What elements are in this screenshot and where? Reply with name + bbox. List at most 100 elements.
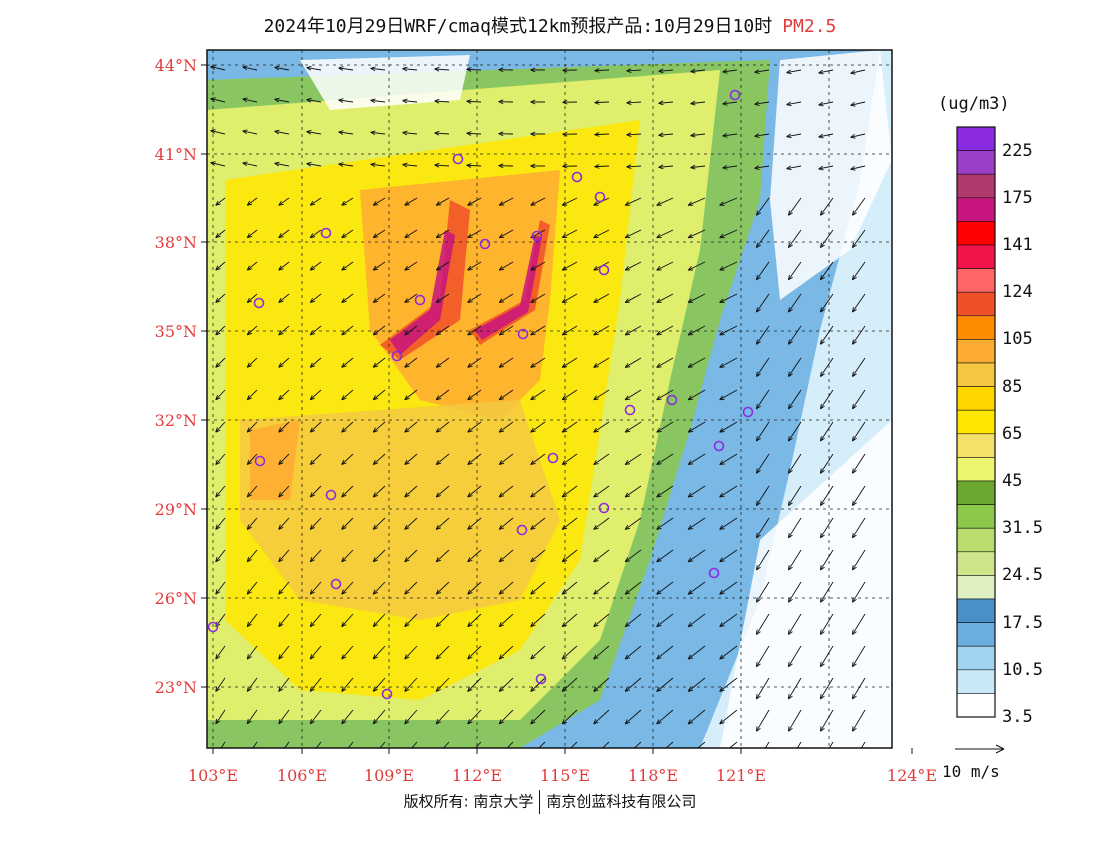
wind-vector	[819, 261, 834, 281]
wind-vector	[851, 325, 866, 345]
wind-vector	[656, 389, 674, 401]
wind-vector	[538, 741, 546, 748]
wind-vector	[404, 293, 418, 303]
wind-vector	[530, 613, 546, 628]
colorbar-swatch	[956, 362, 996, 387]
wind-vector	[687, 229, 706, 239]
wind-vector	[796, 741, 802, 748]
wind-vector	[656, 677, 674, 692]
wind-vector	[818, 69, 834, 75]
wind-vector	[498, 709, 514, 725]
wind-vector	[755, 389, 770, 410]
wind-vector	[246, 293, 258, 303]
wind-vector	[593, 549, 610, 563]
wind-vector	[435, 453, 450, 466]
wind-vector	[656, 485, 674, 498]
wind-vector	[594, 132, 610, 137]
wind-vector	[215, 453, 226, 466]
lon-label: 112°E	[452, 766, 502, 785]
lon-label: 103°E	[188, 766, 238, 785]
wind-vector	[404, 581, 418, 595]
city-marker	[708, 567, 720, 579]
wind-vector	[819, 357, 834, 377]
wind-vector	[215, 389, 226, 401]
colorbar-swatch	[956, 386, 996, 411]
wind-vector	[530, 131, 546, 137]
wind-vector	[466, 131, 482, 136]
wind-vector	[372, 677, 386, 692]
wind-vector	[624, 613, 642, 628]
wind-vector	[561, 357, 578, 368]
lat-label: 32°N	[155, 411, 197, 430]
wind-vector	[435, 261, 450, 271]
wind-vector	[215, 645, 226, 660]
wind-vector	[341, 293, 354, 303]
wind-vector	[435, 517, 450, 530]
wind-vector	[687, 709, 706, 725]
wind-vector	[687, 613, 706, 628]
lat-label: 23°N	[155, 678, 197, 697]
wind-vector	[656, 453, 674, 466]
wind-vector	[828, 741, 834, 748]
wind-vector	[467, 485, 482, 498]
wind-vector	[787, 325, 802, 345]
wind-vector	[215, 357, 226, 368]
wind-vector	[690, 132, 706, 138]
wind-vector	[755, 709, 770, 732]
wind-vector	[561, 453, 578, 466]
colorbar-units: (ug/m3)	[938, 94, 1010, 114]
wind-vector	[530, 549, 546, 563]
colorbar-swatch	[956, 409, 996, 435]
wind-vector	[687, 325, 706, 336]
wind-vector	[274, 97, 290, 103]
lat-label: 29°N	[155, 500, 197, 519]
title-pollutant: PM2.5	[782, 16, 837, 37]
wind-vector	[787, 197, 802, 216]
wind-vector	[498, 453, 514, 466]
wind-vector	[215, 517, 226, 530]
wind-vector	[404, 485, 418, 498]
wind-vector	[246, 709, 258, 725]
wind-vector	[562, 163, 578, 169]
wind-vector	[309, 613, 322, 628]
wind-vector	[850, 101, 866, 107]
colorbar-swatch	[956, 457, 996, 482]
wind-vector	[530, 325, 546, 336]
wind-vector	[719, 453, 738, 466]
wind-vector	[215, 325, 226, 336]
wind-vector	[561, 485, 578, 498]
wind-vector	[624, 197, 642, 206]
wind-vector	[624, 645, 642, 660]
wind-vector	[309, 357, 322, 368]
wind-vector	[215, 229, 226, 239]
wind-vector	[819, 709, 834, 732]
wind-vector	[786, 165, 802, 171]
wind-vector	[278, 517, 290, 530]
wind-vector	[624, 325, 642, 336]
city-marker	[531, 230, 543, 242]
wind-vector	[851, 421, 866, 442]
wind-vector	[851, 645, 866, 668]
wind-vector	[787, 293, 802, 313]
wind-vector	[754, 133, 770, 138]
city-marker	[594, 191, 606, 203]
wind-vector	[530, 163, 546, 169]
wind-vector	[719, 549, 738, 563]
wind-vector	[278, 197, 290, 206]
wind-vector	[242, 129, 258, 135]
colorbar-swatch	[956, 645, 996, 671]
wind-vector	[656, 197, 674, 206]
wind-vector	[594, 164, 610, 169]
wind-vector	[435, 197, 450, 206]
wind-vector	[787, 549, 802, 571]
colorbar-swatch	[956, 150, 996, 175]
lat-label: 38°N	[155, 233, 197, 252]
colorbar-swatch	[956, 221, 996, 246]
wind-vector	[851, 549, 866, 571]
wind-vector	[755, 197, 770, 216]
wind-vector	[687, 677, 706, 692]
wind-vector	[372, 293, 386, 303]
wind-vector	[819, 421, 834, 442]
wind-vector	[624, 581, 642, 595]
colorbar-swatch	[956, 669, 996, 694]
